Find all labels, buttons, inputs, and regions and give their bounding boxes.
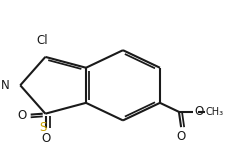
Text: Cl: Cl xyxy=(37,34,48,47)
Text: S: S xyxy=(40,121,47,134)
Text: N: N xyxy=(1,79,10,92)
Text: O: O xyxy=(194,105,203,118)
Text: CH₃: CH₃ xyxy=(206,107,224,117)
Text: O: O xyxy=(176,130,186,143)
Text: O: O xyxy=(17,109,26,122)
Text: O: O xyxy=(42,132,51,145)
